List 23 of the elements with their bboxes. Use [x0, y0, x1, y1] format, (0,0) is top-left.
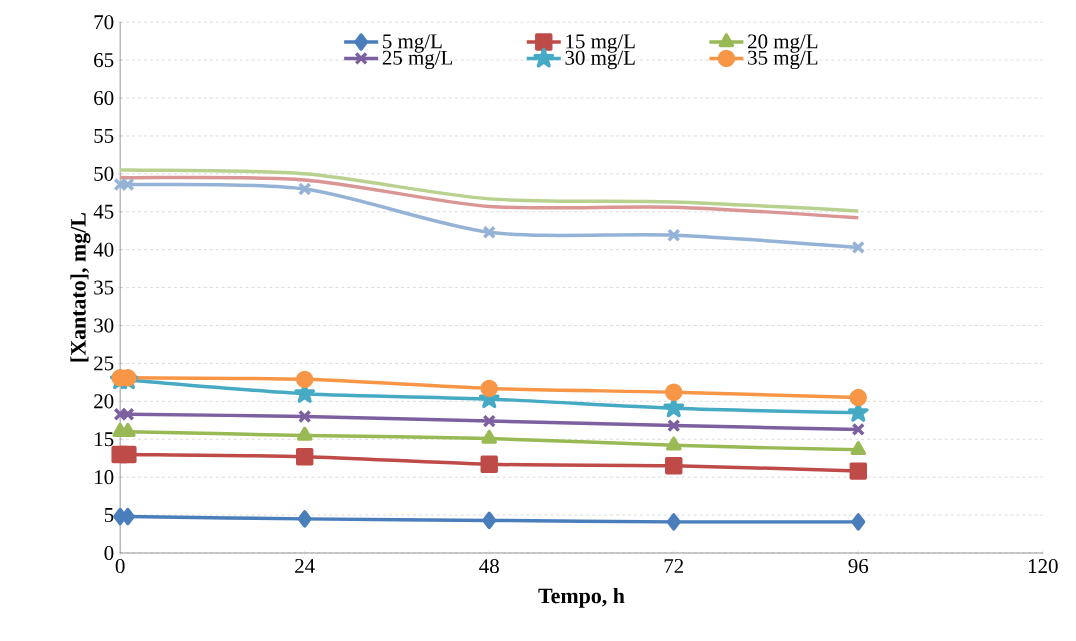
y-tick-label: 20 — [94, 394, 114, 409]
x-tick-label: 120 — [1028, 558, 1058, 574]
x-tick-label: 96 — [848, 558, 869, 573]
y-axis-title: [Xantato], mg/L — [70, 213, 91, 362]
y-tick-label: 10 — [95, 470, 114, 485]
y-tick-label: 65 — [94, 52, 114, 68]
x-tick-label: 48 — [479, 558, 499, 574]
y-tick-label: 5 — [104, 508, 114, 522]
y-tick-label: 15 — [95, 432, 114, 447]
y-tick-label: 55 — [94, 128, 114, 143]
y-tick-label: 45 — [93, 204, 114, 219]
y-tick-label: 40 — [93, 242, 114, 257]
y-tick-label: 25 — [94, 356, 114, 371]
x-tick-label: 72 — [664, 558, 684, 573]
y-tick-label: 30 — [94, 318, 114, 333]
y-tick-label: 0 — [104, 545, 114, 560]
y-tick-label: 35 — [94, 280, 114, 295]
x-tick-label: 24 — [295, 558, 315, 573]
y-tick-label: 60 — [94, 90, 114, 105]
y-tick-label: 70 — [94, 15, 114, 30]
x-axis-title: Tempo, h — [538, 587, 625, 608]
y-tick-label: 50 — [94, 166, 114, 181]
x-tick-label: 0 — [115, 558, 125, 574]
